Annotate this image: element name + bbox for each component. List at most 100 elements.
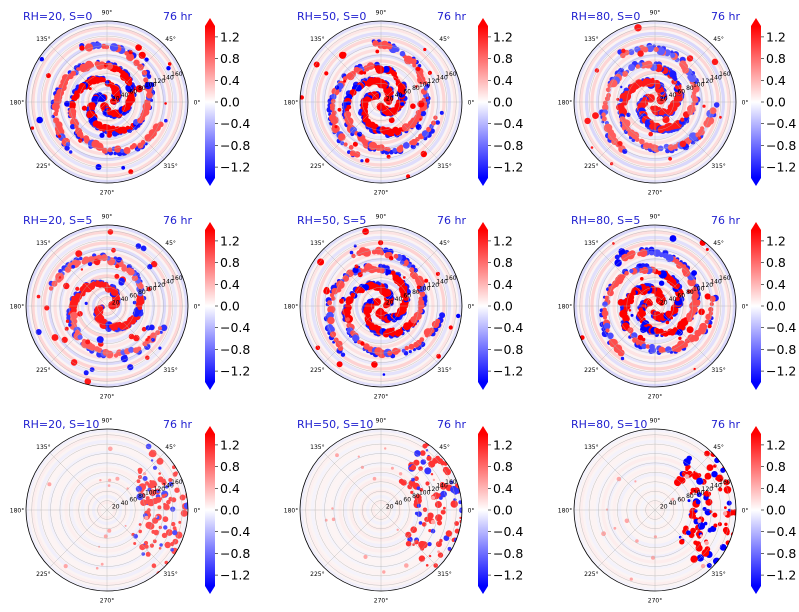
- angle-label: 135°: [310, 444, 324, 451]
- colorbar: 1.2 0.8 0.4 0.0 −0.4 −0.8 −1.2: [751, 222, 796, 390]
- radial-tick-label: 160: [171, 275, 183, 282]
- colorbar-tick-label: −1.2: [493, 160, 523, 175]
- angle-label: 225°: [310, 163, 324, 170]
- angle-label: 270°: [100, 394, 114, 401]
- angle-label: 90°: [376, 418, 387, 425]
- colorbar-extend-max: [751, 222, 761, 230]
- colorbar-tick-label: 0.8: [493, 459, 513, 474]
- angle-label: 45°: [439, 36, 450, 43]
- angle-label: 0°: [194, 100, 201, 107]
- panel-title: RH=20, S=10: [23, 418, 99, 431]
- colorbar-extend-max: [478, 222, 488, 230]
- radial-tick-label: 120: [154, 282, 166, 289]
- colorbar-extend-max: [751, 18, 761, 26]
- colorbar-bar: [478, 26, 488, 178]
- radial-tick-label: 40: [395, 296, 403, 303]
- colorbar-tick-label: −0.4: [493, 116, 523, 131]
- angle-label: 180°: [284, 100, 298, 107]
- colorbar: 1.2 0.8 0.4 0.0 −0.4 −0.8 −1.2: [205, 222, 250, 390]
- angle-label: 315°: [437, 367, 451, 374]
- colorbar-tick-label: −1.2: [493, 364, 523, 379]
- colorbar-tick-label: 0.0: [493, 95, 513, 110]
- angle-label: 135°: [36, 240, 50, 247]
- colorbar-extend-max: [478, 18, 488, 26]
- angle-label: 180°: [10, 508, 24, 515]
- angle-label: 135°: [36, 444, 50, 451]
- angle-label: 90°: [102, 10, 113, 17]
- radial-tick-label: 120: [702, 486, 714, 493]
- radial-tick-label: 140: [710, 482, 722, 489]
- radial-tick-label: 100: [419, 81, 431, 88]
- colorbar-tick-label: 0.0: [766, 299, 786, 314]
- colorbar-extend-min: [205, 382, 215, 390]
- angle-label: 270°: [648, 598, 662, 605]
- colorbar-tick-label: 0.8: [766, 51, 786, 66]
- angle-label: 135°: [584, 36, 598, 43]
- radial-tick-label: 20: [112, 504, 120, 511]
- colorbar-tick-label: −1.2: [220, 160, 250, 175]
- radial-tick-label: 40: [121, 92, 129, 99]
- radial-tick-label: 120: [428, 78, 440, 85]
- angle-label: 90°: [650, 418, 661, 425]
- colorbar-tick-label: −1.2: [766, 364, 796, 379]
- angle-label: 225°: [310, 571, 324, 578]
- angle-label: 315°: [711, 571, 725, 578]
- colorbar: 1.2 0.8 0.4 0.0 −0.4 −0.8 −1.2: [478, 426, 523, 594]
- angle-label: 225°: [36, 571, 50, 578]
- angle-label: 90°: [376, 10, 387, 17]
- radial-tick-label: 20: [660, 504, 668, 511]
- angle-label: 270°: [374, 394, 388, 401]
- angle-label: 225°: [584, 163, 598, 170]
- colorbar-tick-label: 0.0: [766, 95, 786, 110]
- angle-label: 270°: [374, 598, 388, 605]
- radial-tick-label: 40: [669, 92, 677, 99]
- panel-time-label: 76 hr: [163, 418, 192, 431]
- angle-label: 315°: [711, 367, 725, 374]
- angle-label: 45°: [713, 444, 724, 451]
- angle-label: 90°: [102, 418, 113, 425]
- angle-label: 270°: [100, 190, 114, 197]
- radial-tick-label: 20: [660, 96, 668, 103]
- radial-tick-label: 160: [719, 71, 731, 78]
- colorbar-tick-label: 1.2: [220, 233, 240, 248]
- radial-tick-label: 40: [121, 296, 129, 303]
- colorbar-tick-label: 0.0: [220, 95, 240, 110]
- colorbar-extend-max: [205, 426, 215, 434]
- radial-tick-label: 160: [445, 275, 457, 282]
- panel-time-label: 76 hr: [437, 214, 466, 227]
- colorbar-tick-label: 0.8: [493, 51, 513, 66]
- radial-tick-label: 60: [129, 292, 137, 299]
- angle-label: 135°: [584, 444, 598, 451]
- colorbar-extend-min: [751, 586, 761, 594]
- radial-tick-label: 20: [112, 300, 120, 307]
- angle-label: 90°: [650, 214, 661, 221]
- angle-label: 0°: [468, 508, 475, 515]
- radial-tick-label: 160: [719, 275, 731, 282]
- angle-label: 45°: [439, 240, 450, 247]
- angle-label: 225°: [584, 571, 598, 578]
- colorbar-tick-label: 1.2: [493, 437, 513, 452]
- radial-tick-label: 120: [702, 282, 714, 289]
- angle-label: 180°: [558, 508, 572, 515]
- radial-tick-label: 140: [710, 74, 722, 81]
- radial-tick-label: 140: [436, 482, 448, 489]
- angle-label: 0°: [742, 100, 749, 107]
- colorbar-tick-label: 0.4: [220, 73, 240, 88]
- colorbar-tick-label: 1.2: [493, 233, 513, 248]
- radial-tick-label: 120: [702, 78, 714, 85]
- angle-label: 225°: [584, 367, 598, 374]
- colorbar-tick-label: 1.2: [220, 437, 240, 452]
- colorbar: 1.2 0.8 0.4 0.0 −0.4 −0.8 −1.2: [205, 426, 250, 594]
- radial-tick-label: 100: [693, 285, 705, 292]
- colorbar-tick-label: −0.4: [220, 524, 250, 539]
- colorbar-tick-label: 0.0: [493, 503, 513, 518]
- colorbar-tick-label: −0.8: [220, 546, 250, 561]
- radial-tick-label: 40: [669, 296, 677, 303]
- radial-tick-label: 80: [138, 493, 146, 500]
- radial-tick-label: 20: [112, 96, 120, 103]
- colorbar-tick-label: 0.4: [766, 73, 786, 88]
- angle-label: 315°: [711, 163, 725, 170]
